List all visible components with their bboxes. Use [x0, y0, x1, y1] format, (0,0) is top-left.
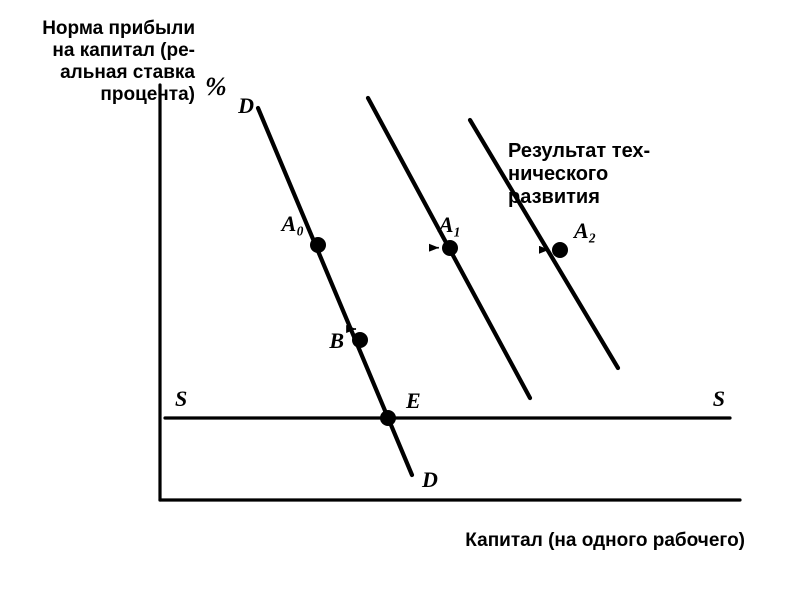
label-A2: A₂	[572, 218, 596, 243]
label-A1: A₁	[437, 212, 461, 237]
point-A0	[310, 237, 326, 253]
supply-label-left: S	[175, 386, 187, 411]
D-label-bottom: D	[421, 467, 438, 492]
point-A1	[442, 240, 458, 256]
tech-progress-annotation: Результат тех- нического развития	[508, 140, 650, 209]
diagram-container: { "canvas": { "width": 800, "height": 58…	[0, 0, 800, 589]
label-E: E	[405, 388, 421, 413]
y-axis-unit: %	[205, 72, 227, 101]
x-axis-title: Капитал (на одного рабочего)	[465, 530, 745, 552]
supply-label-right: S	[713, 386, 725, 411]
point-A2	[552, 242, 568, 258]
label-A0: A₀	[280, 211, 304, 236]
point-B	[352, 332, 368, 348]
point-E	[380, 410, 396, 426]
y-axis-title: Норма прибыли на капитал (ре- альная ста…	[20, 18, 195, 105]
D-label-top: D	[237, 93, 254, 118]
label-B: B	[328, 328, 344, 353]
